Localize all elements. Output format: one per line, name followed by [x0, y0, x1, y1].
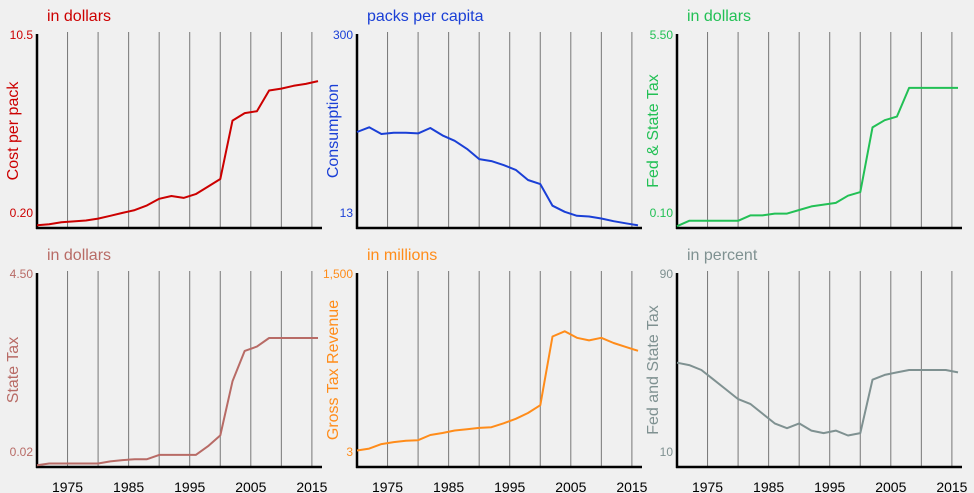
y-tick-max: 1,500	[323, 267, 353, 281]
chart-panel-3: in dollars Fed & State Tax 5.50 0.10	[645, 8, 962, 230]
y-tick-min: 0.02	[10, 445, 34, 459]
x-tick-label-2005: 2005	[875, 479, 906, 493]
y-tick-min: 0.10	[650, 206, 674, 220]
chart-panel-6: in percent Fed and State Tax 90 10 1975 1985 1…	[645, 247, 968, 493]
y-axis-label: Fed & State Tax	[645, 74, 662, 188]
y-tick-min: 0.20	[10, 206, 34, 220]
x-tick-label-1975: 1975	[692, 479, 723, 493]
x-tick-label-1995: 1995	[174, 479, 205, 493]
panel-title: in dollars	[687, 8, 751, 25]
y-axis-label: Cost per pack	[5, 81, 22, 181]
y-tick-min: 13	[340, 206, 354, 220]
chart-panel-1: in dollars Cost per pack 10.5 0.20	[5, 8, 322, 230]
x-tick-label-1975: 1975	[372, 479, 403, 493]
y-tick-max: 5.50	[650, 28, 674, 42]
x-tick-label-2015: 2015	[936, 479, 967, 493]
panel-title: packs per capita	[367, 8, 484, 25]
x-tick-label-2005: 2005	[555, 479, 586, 493]
series-line	[36, 80, 319, 227]
y-axis-label: Gross Tax Revenue	[325, 300, 342, 440]
x-tick-label-2015: 2015	[296, 479, 327, 493]
x-tick-label-1995: 1995	[814, 479, 845, 493]
y-axis-label: Consumption	[325, 84, 342, 178]
panel-title: in percent	[687, 247, 758, 264]
y-tick-max: 90	[660, 267, 674, 281]
y-tick-max: 300	[333, 28, 353, 42]
series-line	[356, 126, 639, 227]
y-tick-max: 10.5	[10, 28, 34, 42]
panel-title: in millions	[367, 247, 437, 264]
x-tick-label-1985: 1985	[433, 479, 464, 493]
chart-panel-2: packs per capita Consumption 300 13	[325, 8, 642, 230]
x-tick-label-2015: 2015	[616, 479, 647, 493]
panel-title: in dollars	[47, 247, 111, 264]
x-tick-label-1985: 1985	[753, 479, 784, 493]
x-tick-label-1975: 1975	[52, 479, 83, 493]
x-tick-label-1985: 1985	[113, 479, 144, 493]
chart-panel-5: in millions Gross Tax Revenue 1,500 3 1975 19…	[323, 247, 648, 493]
series-line	[356, 330, 639, 452]
series-line	[676, 86, 958, 228]
y-tick-min: 3	[346, 445, 353, 459]
y-axis-label: State Tax	[5, 337, 22, 403]
series-line	[676, 361, 959, 437]
y-tick-min: 10	[660, 445, 674, 459]
panel-title: in dollars	[47, 8, 111, 25]
x-tick-label-1995: 1995	[494, 479, 525, 493]
y-axis-label: Fed and State Tax	[645, 305, 662, 435]
y-tick-max: 4.50	[10, 267, 34, 281]
chart-panel-4: in dollars State Tax 4.50 0.02 1975 1985 1995 2…	[5, 247, 328, 493]
series-line	[36, 337, 318, 467]
x-tick-label-2005: 2005	[235, 479, 266, 493]
